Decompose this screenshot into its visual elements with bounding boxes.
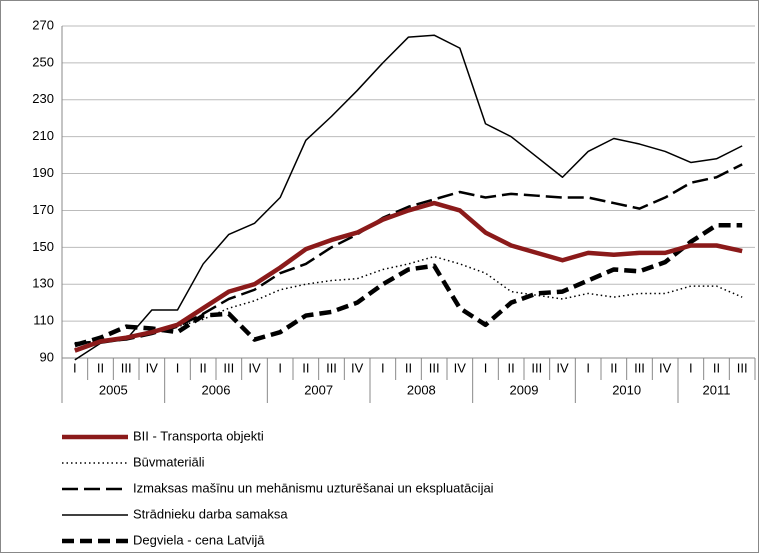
x-tick-label: IV (248, 360, 261, 375)
y-tick-label: 90 (40, 349, 54, 364)
x-tick-label: I (586, 360, 590, 375)
x-tick-label: IV (556, 360, 569, 375)
year-label: 2008 (407, 382, 436, 397)
x-tick-label: IV (454, 360, 467, 375)
x-tick-label: II (97, 360, 104, 375)
year-label: 2006 (202, 382, 231, 397)
series-line (74, 222, 743, 348)
y-tick-label: 210 (32, 128, 54, 143)
year-label: 2011 (703, 382, 731, 397)
x-tick-label: II (405, 360, 412, 375)
x-tick-label: IV (659, 360, 672, 375)
x-tick-label: I (484, 360, 488, 375)
year-label: 2007 (304, 382, 333, 397)
y-tick-label: 110 (33, 313, 54, 328)
legend-label: Degviela - cena Latvijā (133, 532, 265, 547)
y-tick-label: 230 (32, 91, 54, 106)
x-tick-label: IV (146, 360, 159, 375)
series-line (74, 34, 743, 361)
x-tick-label: I (689, 360, 693, 375)
series-line (74, 200, 743, 353)
y-tick-label: 130 (32, 276, 54, 291)
y-tick-label: 170 (32, 202, 54, 217)
x-tick-label: III (326, 360, 337, 375)
x-tick-label: II (302, 360, 309, 375)
legend-label: Būvmateriāli (133, 454, 205, 469)
y-tick-label: 250 (32, 54, 54, 69)
x-tick-label: II (610, 360, 617, 375)
x-tick-label: III (634, 360, 645, 375)
x-tick-label: I (278, 360, 282, 375)
y-tick-label: 190 (32, 165, 54, 180)
year-label: 2009 (510, 382, 539, 397)
x-tick-label: I (381, 360, 385, 375)
x-tick-label: II (713, 360, 720, 375)
x-tick-label: II (200, 360, 207, 375)
y-tick-label: 150 (32, 239, 54, 254)
series-line (74, 163, 743, 345)
x-tick-label: IV (351, 360, 364, 375)
legend-label: BII - Transporta objekti (133, 428, 264, 443)
year-label: 2010 (612, 382, 641, 397)
x-tick-label: III (531, 360, 542, 375)
x-tick-label: III (121, 360, 132, 375)
year-label: 2005 (99, 382, 128, 397)
x-tick-label: III (223, 360, 234, 375)
x-tick-label: I (176, 360, 180, 375)
x-tick-label: I (73, 360, 77, 375)
x-tick-label: II (508, 360, 515, 375)
legend-label: Strādnieku darba samaksa (133, 506, 288, 521)
y-tick-label: 270 (32, 17, 54, 32)
legend-label: Izmaksas mašīnu un mehānismu uzturēšanai… (133, 480, 494, 495)
x-tick-label: III (737, 360, 748, 375)
x-tick-label: III (429, 360, 440, 375)
